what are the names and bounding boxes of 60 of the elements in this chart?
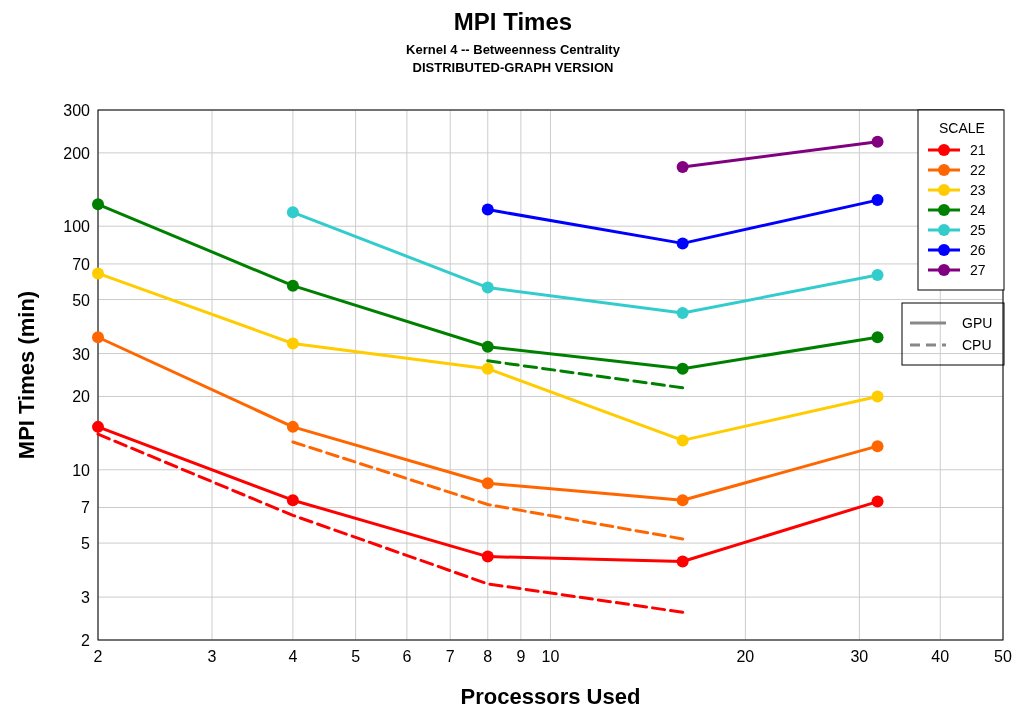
x-tick-label: 50: [994, 648, 1012, 665]
point: [871, 495, 884, 508]
point: [676, 434, 689, 447]
y-tick-label: 70: [72, 255, 91, 273]
legend-label: 23: [970, 182, 986, 198]
point: [871, 390, 884, 403]
point: [676, 555, 689, 568]
point: [92, 267, 104, 280]
y-tick-label: 30: [72, 345, 91, 363]
y-tick-label: 10: [72, 461, 91, 479]
legend-label: 24: [970, 202, 986, 218]
x-tick-label: 3: [207, 648, 217, 665]
legend-label: 26: [970, 242, 986, 258]
point: [92, 331, 104, 344]
y-tick-label: 200: [63, 144, 91, 162]
x-tick-label: 9: [516, 648, 526, 665]
legend-label: 25: [970, 222, 986, 238]
y-tick-label: 3: [81, 589, 91, 607]
legend-label: 21: [970, 142, 986, 158]
point: [286, 420, 299, 433]
point: [871, 331, 884, 344]
x-axis-title: Processors Used: [460, 684, 641, 709]
point: [871, 440, 884, 453]
y-tick-label: 300: [63, 102, 91, 119]
point: [92, 420, 104, 433]
x-tick-label: 10: [541, 648, 560, 665]
y-tick-label: 100: [63, 218, 91, 236]
point: [92, 198, 104, 211]
x-tick-label: 5: [351, 648, 361, 665]
point: [481, 477, 494, 490]
y-tick-label: 50: [72, 291, 91, 309]
annotation: GPU: [962, 315, 993, 331]
point: [481, 362, 494, 375]
y-tick-label: 5: [81, 535, 91, 553]
point: [286, 494, 299, 507]
line-style-key: GPU CPU: [901, 302, 1005, 366]
x-tick-label: 7: [445, 648, 455, 665]
point: [676, 494, 689, 507]
y-tick-label: 7: [81, 499, 91, 517]
legend-title: SCALE: [939, 120, 985, 136]
legend-label: 22: [970, 162, 986, 178]
annotation: CPU: [962, 337, 992, 353]
chart-subtitle: Kernel 4 -- Betweenness Centrality DISTRIBUTED-GRAPH VERSION: [406, 42, 621, 75]
x-tick-label: 30: [850, 648, 869, 665]
x-tick-label: 8: [483, 648, 493, 665]
x-tick-label: 6: [402, 648, 412, 665]
x-tick-label: 40: [931, 648, 950, 665]
x-tick-label: 20: [736, 648, 755, 665]
point: [676, 362, 689, 375]
chart-title: MPI Times: [453, 8, 573, 35]
y-axis-title: MPI Times (min): [14, 290, 39, 460]
y-tick-label: 2: [81, 632, 91, 649]
point: [481, 550, 494, 563]
x-tick-label: 2: [93, 648, 103, 665]
x-tick-label: 4: [288, 648, 298, 665]
legend-label: 27: [970, 262, 986, 278]
point: [286, 279, 299, 292]
y-tick-label: 20: [72, 388, 91, 406]
point: [481, 340, 494, 353]
point: [286, 337, 299, 350]
